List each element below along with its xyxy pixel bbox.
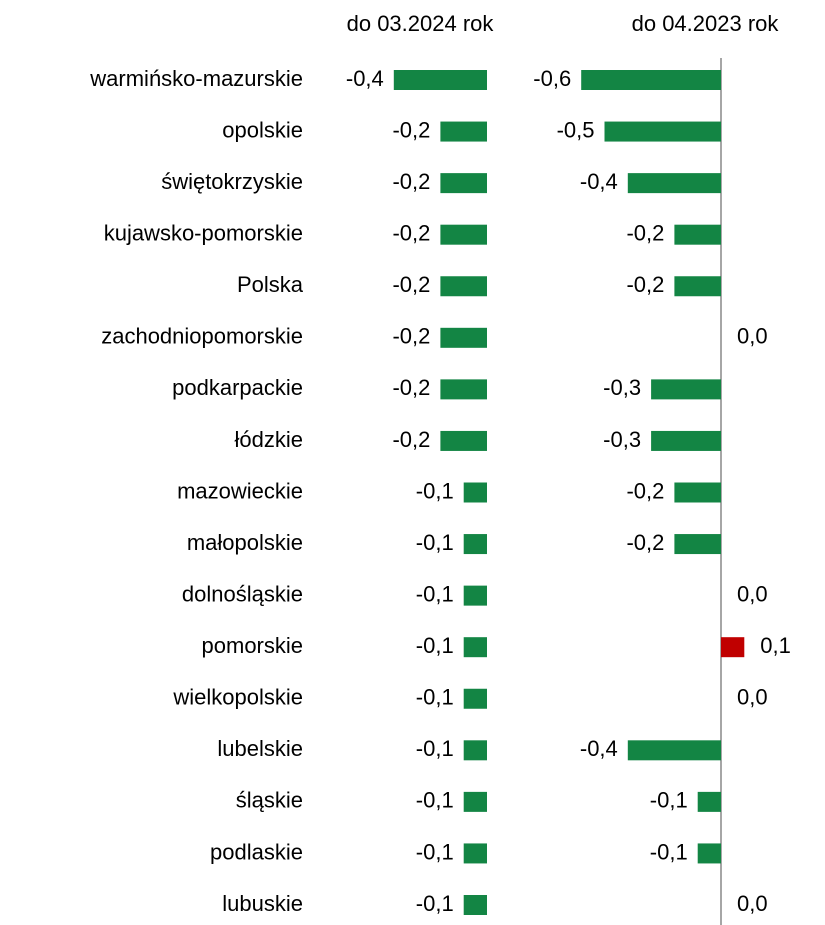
- value-label: -0,4: [346, 66, 384, 91]
- value-label: -0,1: [416, 839, 454, 864]
- value-label: -0,2: [626, 530, 664, 555]
- category-label: Polska: [237, 272, 304, 297]
- value-label: 0,0: [737, 685, 768, 710]
- category-label: śląskie: [236, 788, 303, 813]
- category-label: podkarpackie: [172, 375, 303, 400]
- bar: [463, 482, 487, 503]
- category-label: świętokrzyskie: [161, 169, 303, 194]
- value-label: -0,1: [416, 788, 454, 813]
- bar: [440, 379, 487, 400]
- category-label: mazowieckie: [177, 478, 303, 503]
- value-label: -0,1: [650, 788, 688, 813]
- bar: [697, 843, 721, 864]
- bar: [674, 482, 721, 503]
- series-header: do 04.2023 rok: [632, 11, 780, 36]
- category-label: małopolskie: [187, 530, 303, 555]
- value-label: 0,0: [737, 324, 768, 349]
- series-header: do 03.2024 rok: [347, 11, 495, 36]
- category-label: opolskie: [222, 117, 303, 142]
- value-label: -0,4: [580, 736, 618, 761]
- value-label: -0,1: [416, 633, 454, 658]
- bar: [440, 173, 487, 194]
- bar: [697, 791, 721, 812]
- value-label: -0,1: [416, 581, 454, 606]
- bar: [463, 534, 487, 555]
- category-label: pomorskie: [202, 633, 303, 658]
- bar: [393, 70, 487, 90]
- bar: [440, 430, 487, 451]
- category-label: warmińsko-mazurskie: [89, 66, 303, 91]
- bar: [463, 843, 487, 864]
- value-label: 0,1: [760, 633, 791, 658]
- value-label: -0,3: [603, 427, 641, 452]
- category-label: podlaskie: [210, 839, 303, 864]
- bar: [651, 379, 721, 400]
- value-label: -0,2: [626, 478, 664, 503]
- value-label: -0,6: [533, 66, 571, 91]
- category-label: lubelskie: [217, 736, 303, 761]
- value-label: -0,1: [416, 891, 454, 916]
- category-label: zachodniopomorskie: [101, 324, 303, 349]
- value-label: 0,0: [737, 891, 768, 916]
- bar: [674, 276, 721, 297]
- value-label: -0,1: [416, 685, 454, 710]
- bar: [440, 327, 487, 348]
- bar: [440, 224, 487, 245]
- category-label: dolnośląskie: [182, 581, 303, 606]
- value-label: -0,1: [650, 839, 688, 864]
- bar: [440, 121, 487, 142]
- value-label: -0,2: [392, 375, 430, 400]
- bar: [463, 895, 487, 915]
- bar: [463, 585, 487, 606]
- bar: [604, 121, 721, 142]
- value-label: -0,1: [416, 736, 454, 761]
- category-label: wielkopolskie: [172, 685, 303, 710]
- value-label: -0,2: [626, 221, 664, 246]
- value-label: -0,2: [392, 324, 430, 349]
- category-label: kujawsko-pomorskie: [104, 221, 303, 246]
- bar: [674, 224, 721, 245]
- value-label: 0,0: [737, 581, 768, 606]
- value-label: -0,1: [416, 478, 454, 503]
- value-label: -0,2: [392, 117, 430, 142]
- category-label: lubuskie: [222, 891, 303, 916]
- value-label: -0,2: [392, 272, 430, 297]
- bar: [721, 637, 745, 658]
- value-label: -0,4: [580, 169, 618, 194]
- bar: [463, 688, 487, 709]
- bar: [651, 430, 721, 451]
- bar: [627, 740, 721, 761]
- bar: [440, 276, 487, 297]
- bar: [463, 791, 487, 812]
- value-label: -0,2: [392, 169, 430, 194]
- bar: [674, 534, 721, 555]
- value-label: -0,2: [626, 272, 664, 297]
- bar: [581, 70, 721, 90]
- bar: [627, 173, 721, 194]
- value-label: -0,5: [557, 117, 595, 142]
- value-label: -0,2: [392, 427, 430, 452]
- bar: [463, 637, 487, 658]
- value-label: -0,3: [603, 375, 641, 400]
- category-label: łódzkie: [235, 427, 303, 452]
- value-label: -0,1: [416, 530, 454, 555]
- bar: [463, 740, 487, 761]
- value-label: -0,2: [392, 221, 430, 246]
